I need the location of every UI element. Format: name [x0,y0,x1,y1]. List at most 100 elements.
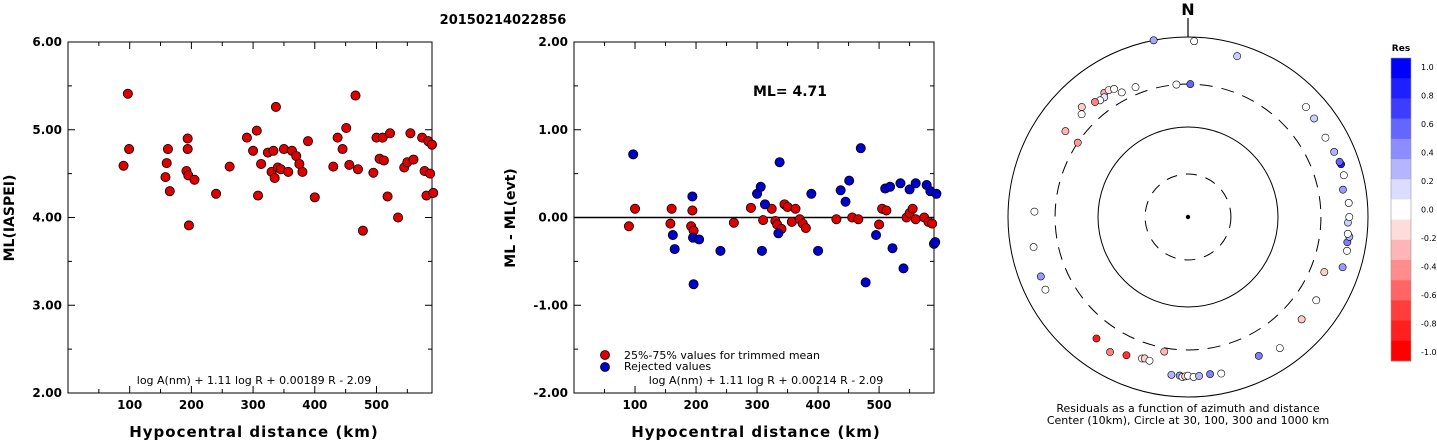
data-point [183,220,194,231]
x-tick-label: 400 [806,398,831,412]
colorbar-tick-label: 0.0 [1421,206,1434,215]
station-marker [1321,133,1330,142]
data-point [124,144,135,155]
station-marker [1275,344,1284,352]
colorbar-swatch [1391,280,1411,301]
station-marker [1297,315,1306,324]
station-marker [1092,334,1101,343]
colorbar-tick-label: -1.0 [1421,348,1437,357]
data-point [694,234,705,245]
station-marker [1131,83,1140,92]
x-tick-label: 200 [684,398,709,412]
y-axis-label: ML - ML(evt) [503,168,519,267]
data-point [357,225,368,236]
data-point [881,205,892,216]
colorbar-tick-label: 0.6 [1421,120,1434,129]
x-tick-label: 300 [745,398,770,412]
data-point [256,158,267,169]
station-marker [1145,356,1154,365]
data-point [182,133,193,144]
colorbar-tick-label: -0.6 [1421,291,1437,300]
colorbar-title: Res [1392,44,1410,54]
north-label: N [1181,0,1194,19]
station-marker [1254,352,1263,360]
data-point [844,175,855,186]
data-point [332,132,343,143]
station-marker [1029,243,1038,251]
data-point [309,192,320,203]
data-point [241,132,252,143]
data-point [755,181,766,192]
data-point [161,158,172,169]
station-marker [1233,52,1242,61]
data-point [774,157,785,168]
colorbar-tick-label: 1.0 [1421,63,1434,72]
data-point [758,215,769,226]
station-marker [1041,285,1050,294]
colorbar-tick-label: 0.8 [1421,92,1434,101]
data-point [853,214,864,225]
colorbar-frame [1390,57,1412,362]
colorbar-swatch [1391,179,1411,200]
data-point [160,172,171,183]
plot-frame [67,41,433,394]
station-marker [1320,268,1329,276]
legend-marker-trimmed [600,350,610,360]
x-tick-label: 100 [622,398,647,412]
data-point [382,191,393,202]
data-point [930,237,941,248]
colorbar-swatch [1391,98,1411,119]
data-point [840,196,851,207]
data-point [425,168,436,179]
data-point [907,203,918,214]
station-marker [1339,171,1348,180]
data-point [773,228,784,239]
data-point [669,244,680,255]
colorbar-swatch [1391,78,1411,99]
station-marker [1036,272,1045,281]
x-tick-label: 500 [867,398,892,412]
data-point [253,190,264,201]
data-point [350,90,361,101]
legend-label-trimmed: 25%-75% values for trimmed mean [624,349,820,362]
data-point [927,218,938,229]
x-axis-label: Hypocentral distance (km) [631,423,881,441]
station-marker [1061,127,1070,136]
ml-residual-chart: ML - ML(evt) Hypocentral distance (km) M… [503,35,942,441]
y-tick-label: 6.00 [32,35,62,49]
station-marker [1073,138,1082,147]
station-marker [1339,185,1347,194]
data-point [898,263,909,274]
y-tick-label: -1.00 [533,298,568,312]
station-marker [1106,348,1114,356]
x-tick-label: 500 [364,398,389,412]
station-marker [1190,37,1199,46]
station-marker [1343,246,1351,255]
x-tick-label: 400 [302,398,327,412]
station-marker [1160,347,1169,356]
legend-marker-rejected [600,362,610,372]
data-point [352,164,363,175]
data-point [328,161,339,172]
colorbar-tick-label: 0.2 [1421,177,1434,186]
data-point [688,279,699,290]
data-point [687,191,698,202]
data-point [666,203,677,214]
x-tick-label: 100 [117,398,142,412]
data-point [278,144,289,155]
data-point [831,214,842,225]
data-point [813,245,824,256]
data-point [904,184,915,195]
station-marker [1338,263,1347,272]
data-point [887,243,898,254]
data-point [806,188,817,199]
station-marker [1110,85,1118,93]
data-point [270,101,281,112]
data-point [368,167,379,178]
range-ring-1000 [1007,36,1369,398]
station-marker [1217,369,1226,378]
range-ring-100 [1097,126,1279,308]
y-tick-label: 1.00 [538,123,568,137]
data-point [745,202,756,213]
